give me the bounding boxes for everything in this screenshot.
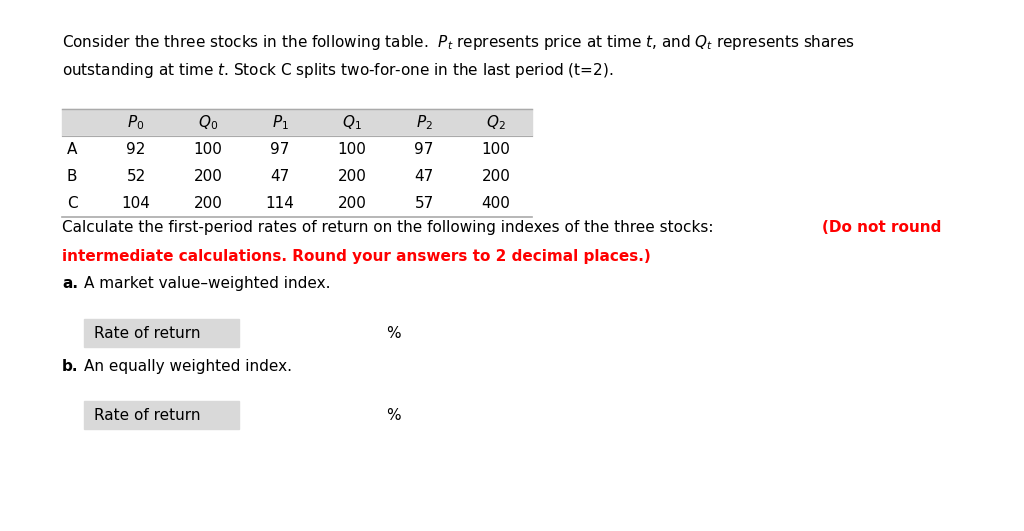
Text: intermediate calculations. Round your answers to 2 decimal places.): intermediate calculations. Round your an…: [62, 249, 650, 263]
Text: 97: 97: [270, 142, 290, 157]
Text: 100: 100: [194, 142, 222, 157]
Bar: [62, 190, 532, 217]
Bar: [84, 401, 239, 429]
Text: 104: 104: [122, 196, 151, 211]
Text: b.: b.: [62, 359, 79, 374]
Text: $Q_1$: $Q_1$: [342, 113, 361, 132]
Text: 200: 200: [194, 169, 222, 184]
Text: C: C: [67, 196, 78, 211]
Text: 200: 200: [481, 169, 510, 184]
Text: 92: 92: [126, 142, 145, 157]
Text: 400: 400: [481, 196, 510, 211]
Text: An equally weighted index.: An equally weighted index.: [84, 359, 292, 374]
Text: 200: 200: [194, 196, 222, 211]
Text: %: %: [386, 326, 400, 340]
Text: (Do not round: (Do not round: [822, 220, 941, 235]
Bar: [62, 163, 532, 190]
Text: A market value–weighted index.: A market value–weighted index.: [84, 276, 331, 291]
Text: 200: 200: [338, 169, 367, 184]
Bar: [62, 109, 532, 136]
Text: Consider the three stocks in the following table.  $P_t$ represents price at tim: Consider the three stocks in the followi…: [62, 33, 855, 52]
Bar: [241, 401, 376, 429]
Text: 114: 114: [265, 196, 295, 211]
Text: %: %: [386, 407, 400, 423]
Text: $P_0$: $P_0$: [127, 113, 144, 132]
Text: 100: 100: [481, 142, 510, 157]
Bar: [62, 136, 532, 163]
Text: 97: 97: [415, 142, 434, 157]
Text: 57: 57: [415, 196, 433, 211]
Text: 200: 200: [338, 196, 367, 211]
Bar: [241, 319, 376, 347]
Text: 47: 47: [270, 169, 290, 184]
Bar: [84, 319, 239, 347]
Text: outstanding at time $t$. Stock C splits two-for-one in the last period (t=2).: outstanding at time $t$. Stock C splits …: [62, 61, 613, 80]
Text: 52: 52: [126, 169, 145, 184]
Text: Rate of return: Rate of return: [94, 326, 201, 340]
Text: a.: a.: [62, 276, 78, 291]
Text: Calculate the first-period rates of return on the following indexes of the three: Calculate the first-period rates of retu…: [62, 220, 719, 235]
Text: B: B: [67, 169, 78, 184]
Text: $P_1$: $P_1$: [271, 113, 289, 132]
Text: 100: 100: [338, 142, 367, 157]
Text: $Q_0$: $Q_0$: [198, 113, 218, 132]
Text: $Q_2$: $Q_2$: [486, 113, 506, 132]
Text: $P_2$: $P_2$: [416, 113, 432, 132]
Text: Rate of return: Rate of return: [94, 407, 201, 423]
Text: 47: 47: [415, 169, 433, 184]
Text: A: A: [67, 142, 78, 157]
